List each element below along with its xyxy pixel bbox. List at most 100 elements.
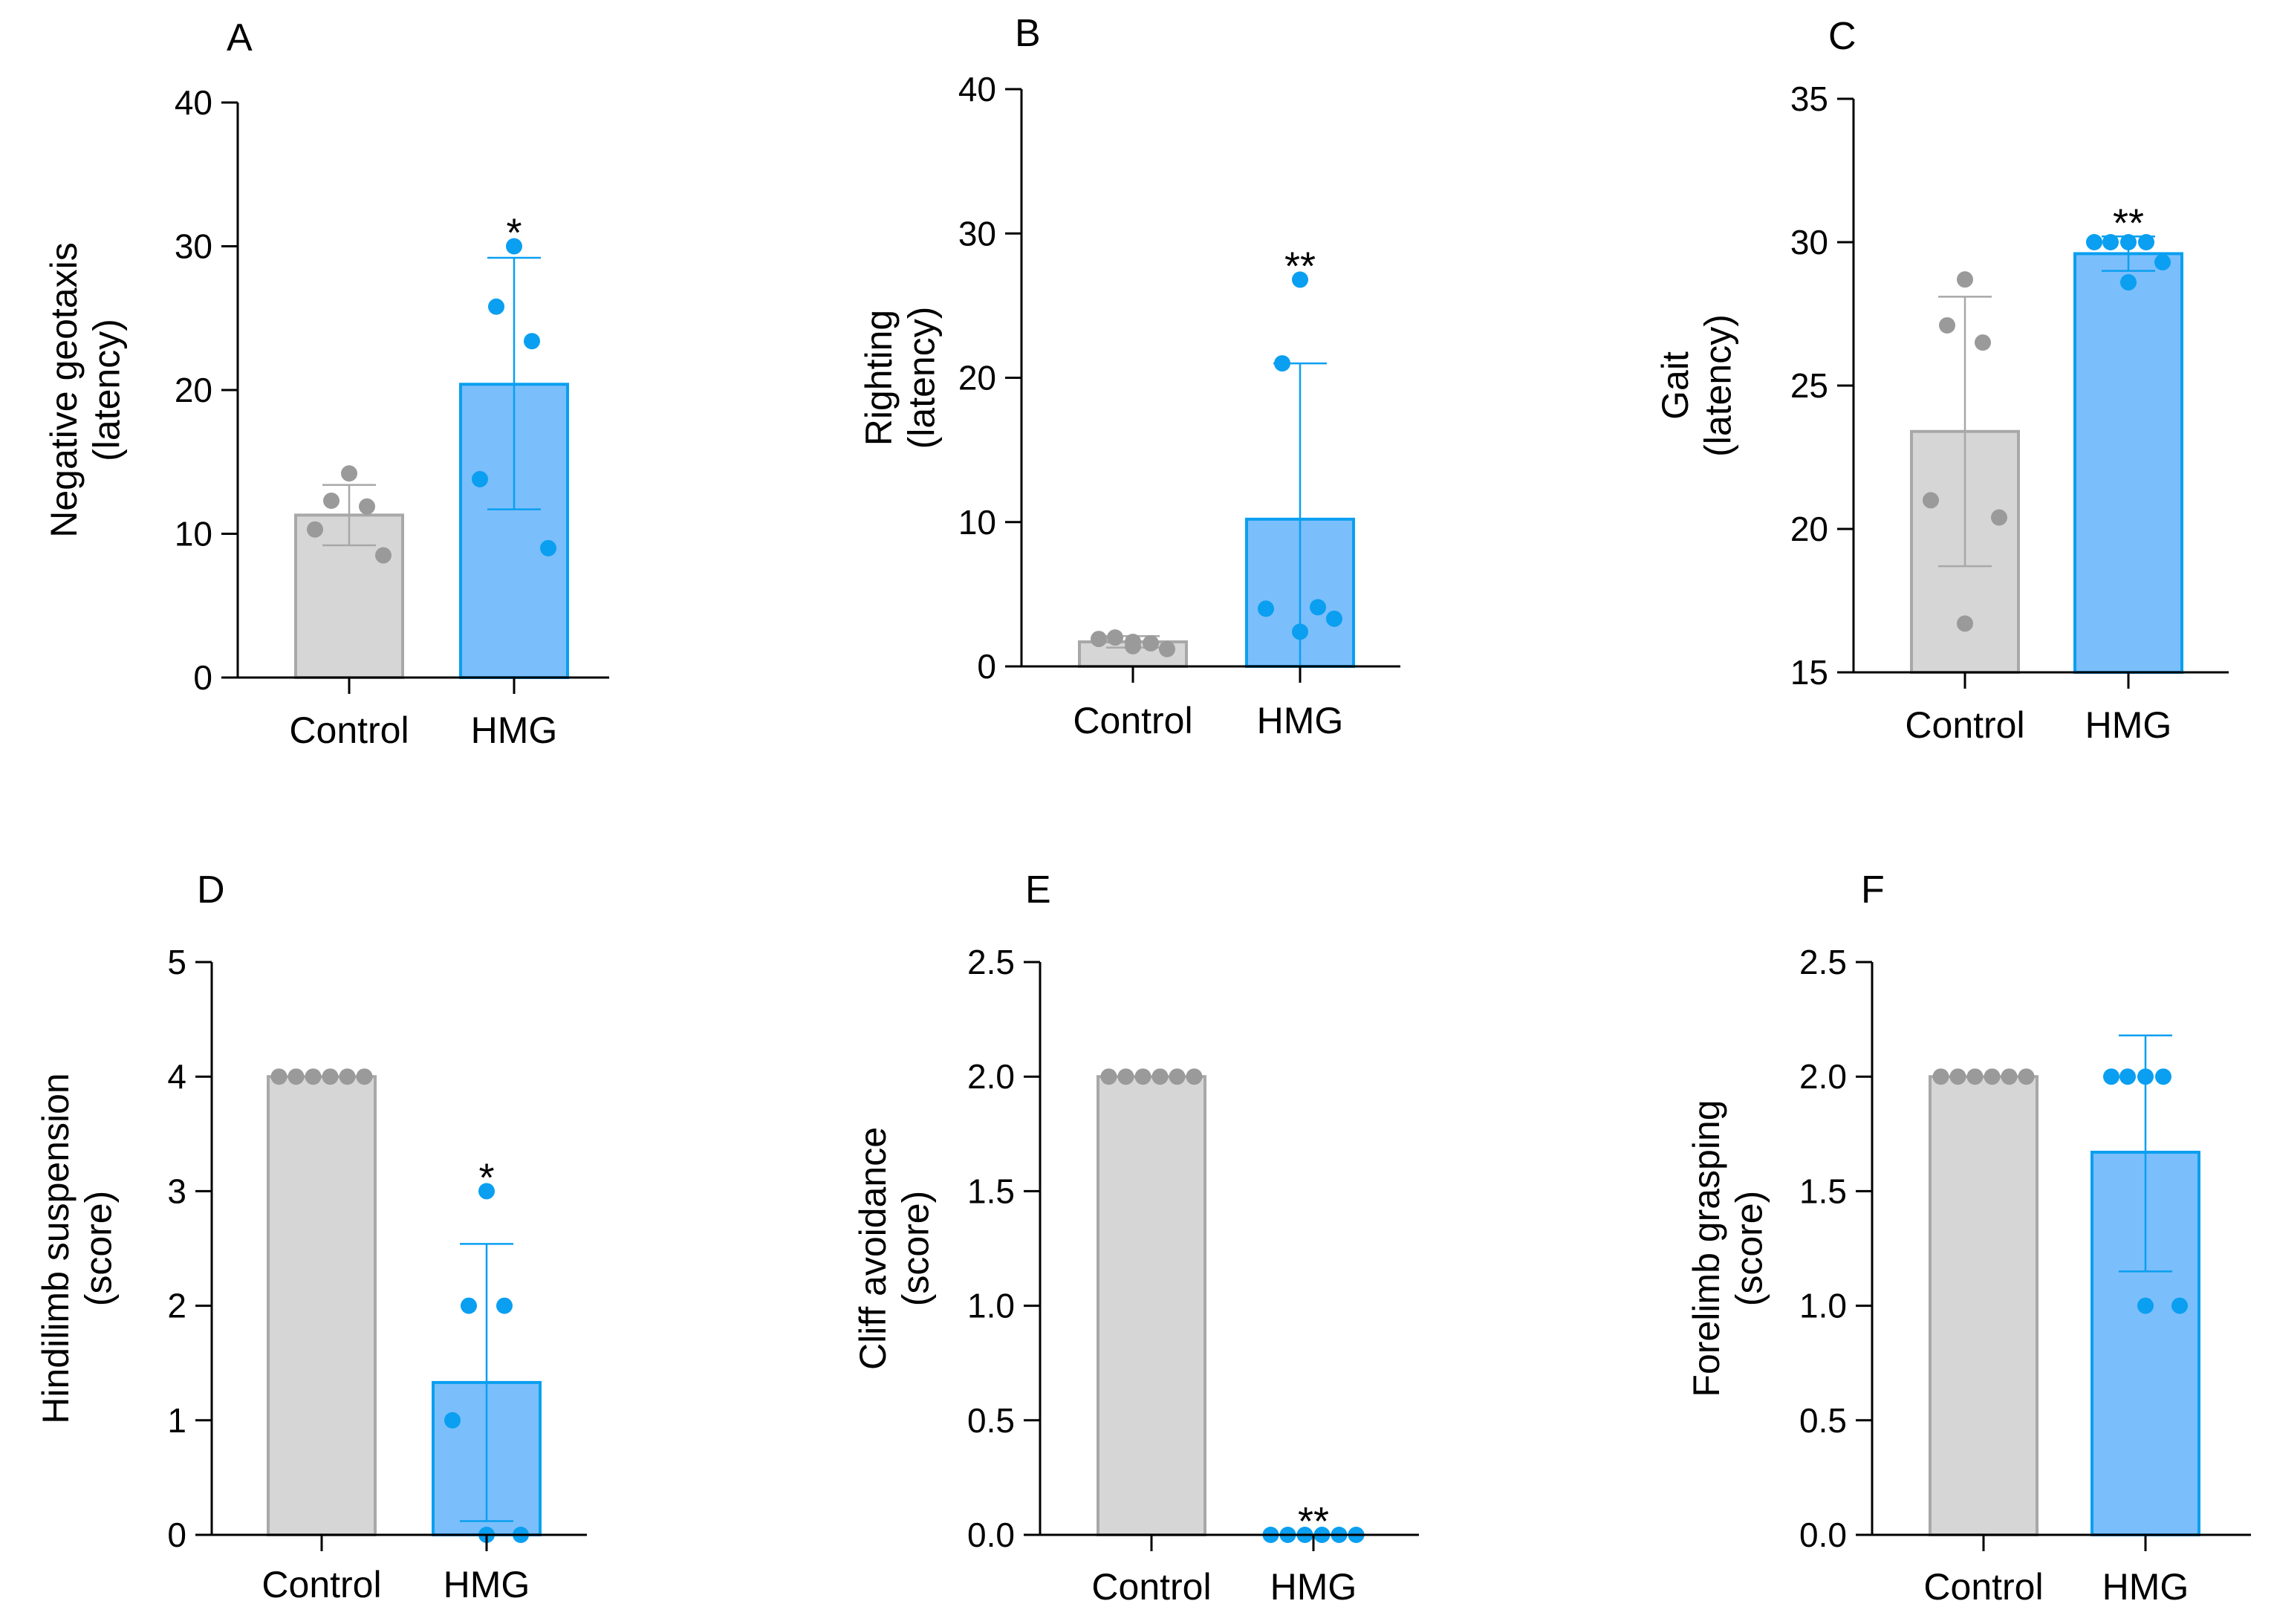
y-axis-label-line: Hindilimb suspension	[35, 1073, 77, 1423]
data-point	[461, 1297, 477, 1314]
bar-hmg	[2073, 252, 2183, 674]
data-point	[2171, 1297, 2188, 1314]
y-tick-label: 0.0	[967, 1516, 1015, 1554]
data-point	[1134, 1068, 1151, 1085]
y-tick-label: 35	[1790, 79, 1828, 118]
data-point	[323, 492, 340, 509]
panel-d: D * 0 1 2 3 4 5 Control HMG Hindilimb suspension(s…	[35, 868, 587, 1605]
y-tick-label: 10	[958, 503, 996, 542]
data-point	[322, 1068, 339, 1085]
data-point	[1932, 1068, 1949, 1085]
data-point	[1939, 316, 1955, 334]
y-tick-label: 30	[175, 227, 212, 266]
data-point	[1966, 1068, 1984, 1085]
y-axis-label-line: (latency)	[86, 319, 128, 461]
data-point	[472, 470, 488, 487]
x-tick-label: Control	[1091, 1566, 1211, 1608]
y-tick-label: 5	[167, 943, 186, 981]
x-tick-label: HMG	[471, 709, 558, 751]
data-point	[2137, 1068, 2154, 1085]
data-point	[1274, 355, 1290, 372]
x-tick-label: Control	[1923, 1566, 2043, 1608]
panel-letter: A	[227, 16, 253, 59]
data-point	[375, 547, 392, 564]
bar-control	[267, 1075, 377, 1536]
x-tick-label: Control	[289, 709, 409, 751]
y-axis-label: Forelimb grasping(score)	[1686, 1100, 1770, 1397]
x-tick-label: HMG	[2102, 1566, 2189, 1608]
y-tick-label: 20	[175, 371, 212, 409]
data-point	[1975, 334, 1991, 351]
panel-letter: F	[1861, 868, 1885, 912]
x-tick-label: HMG	[444, 1564, 530, 1605]
data-point	[2103, 1068, 2119, 1085]
panel-letter: D	[197, 868, 225, 912]
data-point	[1991, 509, 2007, 526]
data-point	[1117, 1068, 1134, 1085]
x-tick-label: Control	[1905, 704, 2024, 746]
y-tick-label: 0.0	[1799, 1516, 1847, 1554]
y-axis-label-line: (latency)	[901, 307, 943, 449]
y-tick-label: 2	[167, 1287, 186, 1325]
y-tick-label: 2.0	[1799, 1057, 1847, 1096]
data-point	[540, 539, 556, 556]
y-tick-label: 20	[1790, 510, 1828, 548]
data-point	[2155, 1068, 2171, 1085]
data-point	[1143, 634, 1159, 652]
y-tick-label: 1.0	[1799, 1287, 1847, 1325]
y-tick-label: 0	[167, 1516, 186, 1554]
data-point	[2120, 234, 2137, 250]
data-point	[1957, 615, 1973, 632]
data-point	[2119, 1068, 2136, 1085]
y-tick-label: 4	[167, 1057, 186, 1096]
data-point	[288, 1068, 305, 1085]
data-point	[524, 333, 540, 350]
y-tick-label: 2.0	[967, 1057, 1015, 1096]
y-tick-label: 40	[175, 83, 212, 122]
data-point	[270, 1068, 288, 1085]
data-point	[1186, 1068, 1203, 1085]
data-point	[2086, 234, 2102, 250]
data-point	[1169, 1068, 1186, 1085]
panel-letter: C	[1828, 15, 1856, 58]
y-axis-label-line: (latency)	[1698, 314, 1739, 457]
y-tick-label: 0	[193, 658, 212, 697]
y-tick-label: 20	[958, 359, 996, 397]
y-tick-label: 25	[1790, 366, 1828, 405]
data-point	[2138, 234, 2154, 250]
y-tick-label: 0.5	[967, 1401, 1015, 1440]
y-axis-label: Negative geotaxis(latency)	[43, 242, 128, 537]
y-tick-label: 0	[977, 647, 996, 686]
data-point	[1151, 1068, 1169, 1085]
y-axis-label-line: Righting	[858, 310, 900, 446]
y-tick-label: 1.5	[1799, 1172, 1847, 1210]
panel-c: C ** 15 20 25 30 35 Control HMG Gait(latency)	[1654, 15, 2229, 746]
y-axis-label-line: Negative geotaxis	[43, 242, 85, 537]
data-point	[2120, 274, 2137, 291]
bar-control	[1097, 1075, 1206, 1536]
y-axis-label-line: (score)	[895, 1191, 937, 1307]
y-tick-label: 10	[175, 515, 212, 553]
data-point	[1125, 633, 1141, 650]
data-point	[339, 1068, 356, 1085]
data-point	[305, 1068, 322, 1085]
data-point	[478, 1183, 495, 1200]
data-point	[2001, 1068, 2018, 1085]
data-point	[1292, 623, 1308, 640]
y-tick-label: 30	[958, 214, 996, 253]
y-axis-label: Cliff avoidance(score)	[852, 1127, 937, 1370]
bar-control	[1929, 1075, 2039, 1536]
data-point	[1091, 631, 1107, 648]
y-tick-label: 2.5	[967, 943, 1015, 981]
data-point	[341, 465, 357, 482]
data-point	[488, 298, 504, 315]
data-point	[356, 1068, 373, 1085]
y-tick-label: 40	[958, 70, 996, 108]
y-axis-label: Righting(latency)	[858, 307, 943, 449]
x-tick-label: Control	[1073, 700, 1192, 741]
data-point	[2102, 234, 2119, 250]
data-point	[1107, 629, 1123, 646]
y-tick-label: 0.5	[1799, 1401, 1847, 1440]
